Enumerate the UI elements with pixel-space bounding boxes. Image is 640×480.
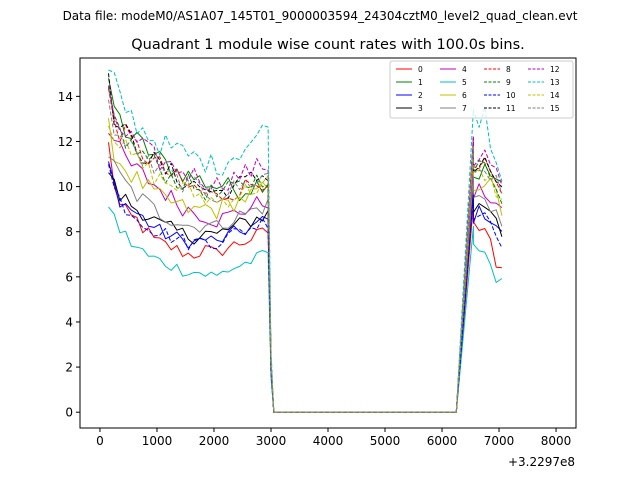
series-line-5 [108,206,503,413]
legend-label-3: 3 [418,104,423,113]
x-tick-label: 5000 [370,434,401,448]
x-tick-label: 7000 [484,434,515,448]
series-line-14 [108,125,503,413]
legend-label-0: 0 [418,65,423,74]
legend-label-9: 9 [506,78,511,87]
y-tick-label: 14 [58,90,73,104]
y-tick-label: 0 [65,406,73,420]
legend-label-2: 2 [418,91,423,100]
series-line-15 [108,99,503,413]
x-tick-label: 0 [96,434,104,448]
y-axis: 0 2 4 6 8 10 12 14 [58,90,80,420]
plot-area: 0 1000 2000 3000 4000 5000 6000 7000 8000 0 2 4 6 8 1… [58,57,577,469]
x-offset-label: +3.2297e8 [508,455,575,469]
x-tick-label: 1000 [142,434,173,448]
y-tick-label: 8 [65,225,73,239]
x-tick-label: 6000 [427,434,458,448]
legend-label-7: 7 [462,104,467,113]
y-tick-label: 6 [65,270,73,284]
legend-label-1: 1 [418,78,423,87]
legend-label-14: 14 [550,91,560,100]
series-line-12 [108,85,503,413]
series-line-10 [108,164,503,413]
x-tick-label: 3000 [256,434,287,448]
x-tick-label: 8000 [541,434,572,448]
series-line-7 [108,156,503,413]
series-line-4 [108,132,503,413]
legend-frame [389,60,574,119]
legend-label-10: 10 [506,91,516,100]
legend-label-6: 6 [462,91,467,100]
x-tick-label: 4000 [313,434,344,448]
series-layer [108,69,503,413]
legend-label-8: 8 [506,65,511,74]
y-tick-label: 10 [58,180,73,194]
suptitle: Data file: modeM0/AS1A07_145T01_90000035… [63,9,578,23]
x-axis: 0 1000 2000 3000 4000 5000 6000 7000 8000 [96,428,571,448]
series-line-13 [108,69,503,413]
y-tick-label: 12 [58,135,73,149]
legend-label-5: 5 [462,78,467,87]
legend-label-4: 4 [462,65,467,74]
legend-label-15: 15 [550,104,560,113]
legend-label-12: 12 [550,65,560,74]
legend-label-13: 13 [550,78,560,87]
legend-label-11: 11 [506,104,516,113]
chart-title: Quadrant 1 module wise count rates with … [131,37,525,53]
y-tick-label: 4 [65,315,73,329]
y-tick-label: 2 [65,361,73,375]
x-tick-label: 2000 [199,434,230,448]
